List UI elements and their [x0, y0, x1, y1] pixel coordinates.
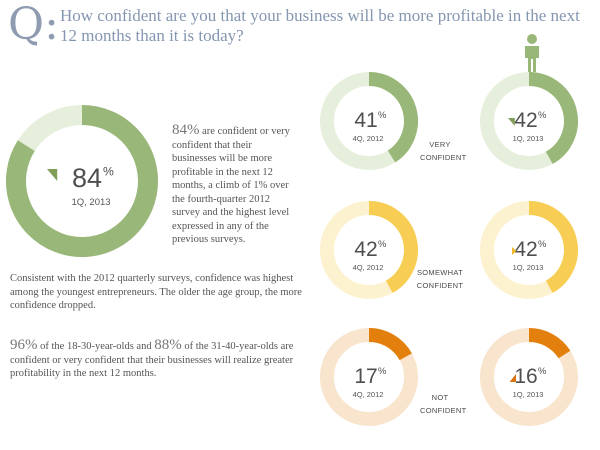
donut-value-label: 16 — [514, 365, 537, 388]
age-note: 96% of the 18-30-year-olds and 88% of th… — [10, 337, 310, 381]
donut-value-label: 17 — [354, 365, 377, 388]
donut-period-label: 4Q, 2012 — [353, 263, 384, 272]
donut-period-label: 1Q, 2013 — [513, 390, 544, 399]
donut-value-arc — [528, 72, 578, 164]
donut-value-label: 42 — [354, 238, 377, 261]
donut-value-arc — [528, 328, 571, 359]
donut-value-label: 42 — [514, 109, 537, 132]
donut-period-label: 4Q, 2012 — [353, 134, 384, 143]
change-marker-down — [508, 118, 515, 126]
category-somewhat-confident: SOMEWHAT CONFIDENT — [414, 266, 466, 292]
change-marker-down — [47, 169, 58, 181]
donut-period-label: 4Q, 2012 — [353, 390, 384, 399]
donut-unit-label: % — [378, 110, 387, 121]
person-icon — [520, 33, 544, 77]
age-pct-1: 96% — [10, 337, 38, 353]
donut-period-label: 1Q, 2013 — [513, 134, 544, 143]
donut-value-arc — [368, 72, 418, 163]
donut-unit-label: % — [103, 165, 114, 179]
donut-period-label: 1Q, 2013 — [513, 263, 544, 272]
category-very-confident: VERY CONFIDENT — [420, 138, 467, 164]
summary-pct: 84% — [172, 122, 200, 138]
donut-unit-label: % — [378, 239, 387, 250]
category-not-confident: NOT CONFIDENT — [420, 391, 467, 417]
donut-period-label: 1Q, 2013 — [71, 197, 110, 208]
donut-unit-label: % — [378, 366, 387, 377]
summary-text: 84% are confident or very confident that… — [172, 122, 294, 247]
summary-body: are confident or very confident that the… — [172, 126, 290, 245]
change-marker-right — [512, 247, 517, 255]
category-label-line: SOMEWHAT — [416, 268, 463, 277]
category-label-line: CONFIDENT — [420, 406, 467, 415]
donut-value-label: 84 — [72, 163, 102, 193]
donut-value-arc — [368, 328, 412, 361]
age-text-1: of the 18-30-year-olds and — [37, 341, 155, 352]
donut-value-arc — [528, 201, 578, 293]
donut-value-label: 41 — [354, 109, 377, 132]
donut-value-label: 42 — [514, 238, 537, 261]
paragraph-text: Consistent with the 2012 quarterly surve… — [10, 273, 302, 311]
question-title: How confident are you that your business… — [60, 6, 580, 45]
change-marker-up — [509, 374, 516, 382]
donut-unit-label: % — [538, 110, 547, 121]
donut-value-arc — [368, 201, 418, 293]
donut-unit-label: % — [538, 239, 547, 250]
category-label-line: NOT — [431, 393, 449, 402]
category-label-line: CONFIDENT — [420, 153, 467, 162]
donut-value-arc — [6, 105, 158, 257]
category-label-line: CONFIDENT — [416, 281, 464, 290]
q-letter: Q: — [8, 0, 59, 50]
donut-unit-label: % — [538, 366, 547, 377]
age-pct-2: 88% — [154, 337, 182, 353]
age-text-2: of the 31-40-year-olds are confident or … — [10, 341, 294, 379]
category-label-line: VERY — [429, 140, 451, 149]
